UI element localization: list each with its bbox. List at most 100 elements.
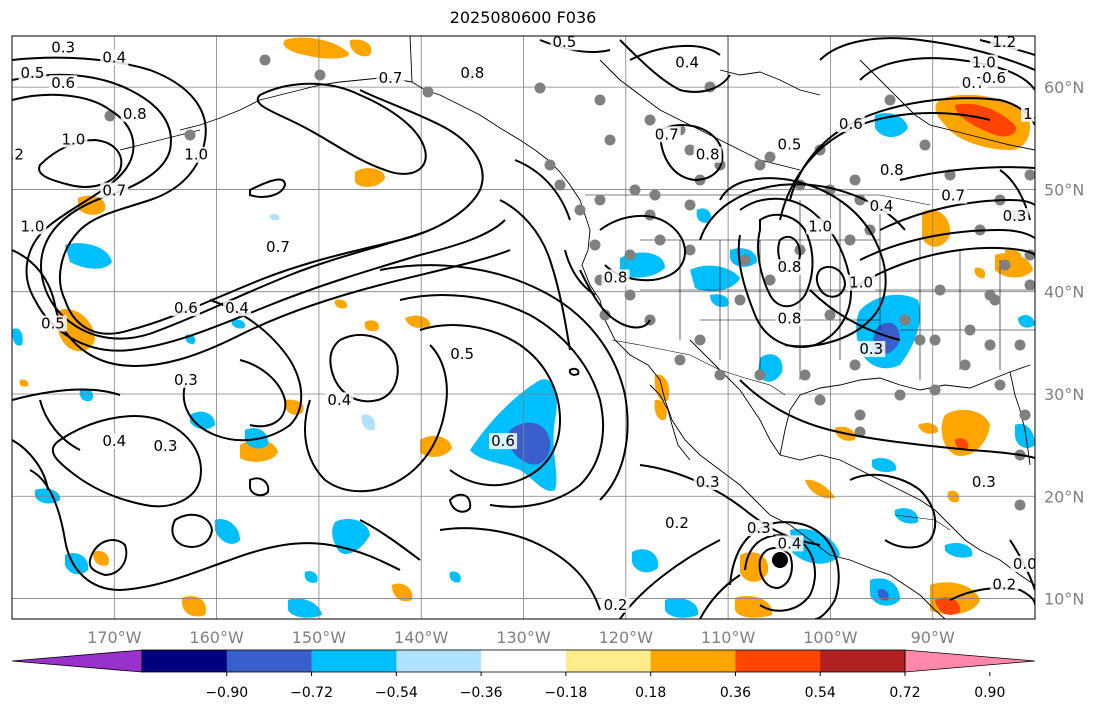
contour-label-background: [458, 64, 487, 81]
station-marker: [929, 384, 941, 396]
station-marker: [919, 139, 931, 151]
contour-label-background: [120, 105, 149, 122]
contour-label-background: [1000, 208, 1029, 225]
station-marker: [899, 314, 911, 326]
contour-label-background: [806, 218, 835, 235]
negative-anomaly-patch: [945, 543, 973, 558]
contour-label-background: [980, 70, 1009, 87]
station-marker: [674, 354, 686, 366]
negative-anomaly-patch: [508, 422, 551, 465]
contour-label: 0.3: [696, 473, 720, 491]
station-marker: [854, 426, 866, 438]
station-marker: [644, 209, 656, 221]
contour-label-background: [775, 310, 804, 327]
contour-label: 0.8: [778, 258, 802, 276]
contour-label: 0.3: [154, 437, 178, 455]
contour-label-background: [171, 371, 200, 388]
positive-anomaly-patch: [349, 39, 372, 57]
contour-label: 0.8: [880, 161, 904, 179]
negative-anomaly-patch: [269, 213, 280, 221]
station-marker: [764, 151, 776, 163]
negative-anomaly-patch: [877, 589, 889, 601]
contour-label-background: [857, 341, 886, 358]
contour-label: 0.4: [778, 534, 802, 552]
storm-center-marker: [772, 552, 788, 568]
positive-anomaly-patch: [283, 37, 350, 59]
contour-label: 0.4: [870, 197, 894, 215]
negative-anomaly-patch: [449, 571, 461, 583]
station-marker: [984, 339, 996, 351]
contour-label-background: [775, 136, 804, 153]
negative-anomaly-patch: [696, 208, 711, 223]
contour-label: 0.5: [552, 33, 576, 51]
contour-label: 0.5: [41, 315, 65, 333]
contour-label: 0.6: [982, 69, 1006, 87]
negative-anomaly-patch: [632, 549, 659, 573]
contour-label-background: [1021, 105, 1035, 122]
longitude-label: 170°W: [87, 628, 142, 647]
colorbar-extend-high: [904, 649, 1036, 673]
station-marker: [844, 234, 856, 246]
station-marker: [574, 204, 586, 216]
positive-anomaly-patch: [92, 550, 109, 566]
contour-label-background: [877, 162, 906, 179]
station-marker: [554, 179, 566, 191]
latitude-label: 40°N: [1044, 283, 1084, 302]
longitude-label: 140°W: [394, 628, 449, 647]
contour-label-background: [673, 54, 702, 71]
contour-label-background: [100, 433, 129, 450]
contour-label-background: [847, 274, 876, 291]
contour-label-background: [151, 438, 180, 455]
contour-label-background: [59, 131, 88, 148]
colorbar-segment: [311, 650, 397, 672]
colorbar-tick-label: −0.36: [460, 685, 503, 701]
contour-label: 0.4: [327, 391, 351, 409]
contour-label: 0.5: [21, 64, 45, 82]
negative-anomaly-patch: [12, 328, 23, 346]
contour-label: 0.7: [266, 238, 290, 256]
contour-label: 0.3: [1003, 207, 1027, 225]
contour-label: 1.0: [1023, 105, 1047, 123]
station-marker: [644, 114, 656, 126]
station-marker: [764, 274, 776, 286]
latitude-labels: 60°N 50°N 40°N 30°N 20°N 10°N: [1044, 78, 1084, 608]
station-marker: [534, 82, 546, 94]
station-marker: [1024, 279, 1035, 291]
station-marker: [959, 359, 971, 371]
positive-anomaly-patch: [941, 409, 990, 456]
station-marker: [989, 294, 1001, 306]
station-marker: [684, 199, 696, 211]
contour-label-background: [990, 576, 1019, 593]
negative-anomaly-patch: [65, 243, 112, 269]
station-marker: [594, 194, 606, 206]
latitude-label: 50°N: [1044, 180, 1084, 199]
positive-anomaly-patch: [654, 399, 667, 421]
station-marker: [544, 159, 556, 171]
contour-label: 0.8: [778, 309, 802, 327]
station-marker: [1014, 499, 1026, 511]
positive-anomaly-patch: [955, 103, 1016, 137]
negative-anomaly-patch: [1018, 315, 1035, 328]
contour-label: 0.4: [675, 54, 699, 72]
station-marker: [754, 159, 766, 171]
contour-label: 0.8: [696, 146, 720, 164]
contour-label: 1.2: [992, 33, 1016, 51]
station-marker: [1024, 169, 1035, 181]
contour-label: 0.4: [225, 299, 249, 317]
contour-label: 0.4: [102, 49, 126, 67]
station-marker: [754, 369, 766, 381]
contour-label-background: [49, 75, 78, 92]
contour-label: 1.0: [21, 217, 45, 235]
colorbar-tick-label: −0.54: [375, 685, 418, 701]
colorbar-segment: [735, 650, 821, 672]
map-title: 2025080600 F036: [449, 8, 597, 27]
contour-label: 1.0: [61, 130, 85, 148]
colorbar-tick-label: 0.54: [805, 685, 836, 701]
colorbar-segment: [396, 650, 482, 672]
station-marker: [604, 134, 616, 146]
lat-lon-grid: [12, 36, 1035, 619]
station-marker: [694, 334, 706, 346]
station-marker: [849, 174, 861, 186]
station-marker: [654, 234, 666, 246]
colorbar: −0.90 −0.72 −0.54 −0.36 −0.18 0.18 0.36 0.54 0.7…: [11, 649, 1036, 701]
